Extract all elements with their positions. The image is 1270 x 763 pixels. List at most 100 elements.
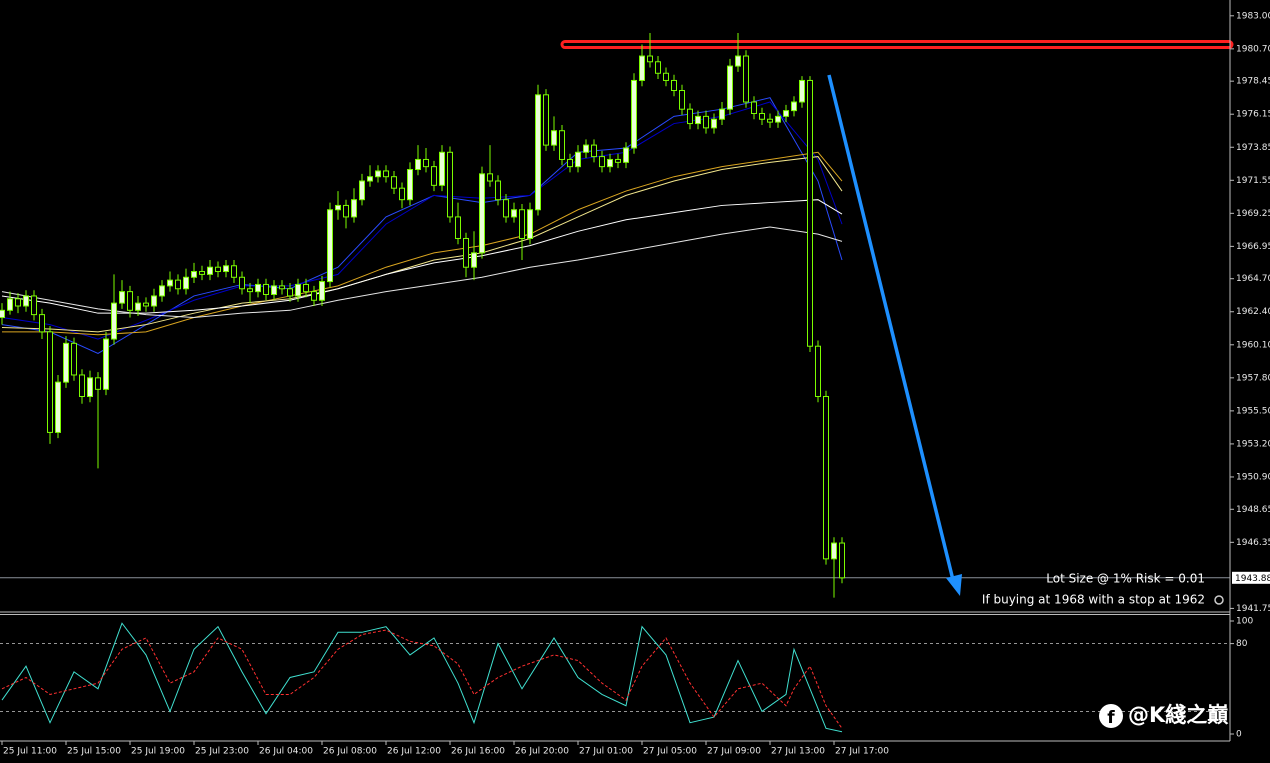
candle-body [543,94,549,146]
x-tick-label: 26 Jul 08:00 [323,747,377,757]
candle-body [559,130,565,160]
candle-body [79,374,85,398]
moving-average [2,151,843,336]
candle-body [423,158,429,168]
candle-body [343,204,349,218]
candle-body [823,396,829,560]
y-tick-label: 1955.50 [1236,406,1270,416]
candle-body [815,345,821,398]
candle-body [167,279,173,287]
y-tick-label: 1957.80 [1236,373,1270,383]
risk-note: If buying at 1968 with a stop at 1962 [982,593,1205,607]
candle-body [663,72,669,81]
x-tick-label: 25 Jul 23:00 [195,747,249,757]
stoch-line [1,622,843,733]
candle-body [103,338,109,390]
candle-body [7,298,13,311]
candle-body [575,151,581,168]
stoch-tick-label: 0 [1236,730,1242,740]
candle-body [287,288,293,297]
candle-body [727,65,733,110]
candle-body [191,271,197,278]
candle-body [615,158,621,163]
resistance-line [560,40,1234,50]
candle-body [215,266,221,273]
candle-body [687,108,693,125]
candle-body [55,381,61,433]
candle-body [119,291,125,304]
candle-body [263,283,269,296]
y-tick-label: 1948.65 [1236,505,1270,515]
x-tick-label: 25 Jul 15:00 [67,747,121,757]
candle-body [95,377,101,390]
candle-body [519,209,525,239]
x-tick-label: 25 Jul 19:00 [131,747,185,757]
candle-body [551,130,557,146]
trend-arrow [827,74,955,581]
candle-body [183,276,189,290]
current-price-label: 1943.88 [1235,574,1270,584]
candle-body [143,302,149,307]
candle-body [607,158,613,168]
candle-body [655,61,661,74]
candle-body [511,209,517,218]
candle-body [487,173,493,182]
candle-body [415,158,421,171]
candle-body [447,151,453,218]
candle-body [775,115,781,123]
x-tick-label: 27 Jul 13:00 [771,747,825,757]
stoch-line [1,629,843,729]
x-tick-label: 27 Jul 01:00 [579,747,633,757]
candle-body [367,176,373,182]
current-price-box [1232,571,1270,584]
y-tick-label: 1953.20 [1236,439,1270,449]
candle-body [751,101,757,114]
facebook-icon [1099,704,1123,728]
candle-body [495,180,501,201]
candle-body [783,110,789,117]
candle-body [47,331,53,433]
y-tick-label: 1941.75 [1236,604,1270,614]
candle-body [535,94,541,211]
overlay-layer [827,74,962,596]
candle-body [127,291,133,311]
candle-body [639,55,645,81]
candle-body [407,169,413,201]
info-icon [1214,595,1224,605]
candle-body [695,115,701,125]
y-tick-label: 1960.10 [1236,340,1270,350]
candle-body [791,101,797,112]
candle-body [303,283,309,293]
candle-body [471,252,477,268]
candle-body [455,216,461,239]
x-tick-label: 25 Jul 11:00 [3,747,57,757]
x-tick-label: 26 Jul 20:00 [515,747,569,757]
candle-body [503,199,509,218]
candle-body [479,173,485,254]
moving-average [1,156,843,333]
candle-body [799,79,805,103]
x-tick-label: 26 Jul 16:00 [451,747,505,757]
y-tick-label: 1973.85 [1236,143,1270,153]
candle-body [591,144,597,158]
candle-body [527,209,533,239]
candle-body [247,288,253,293]
candle-body [703,115,709,129]
y-tick-label: 1966.95 [1236,242,1270,252]
candle-body [831,542,837,560]
x-tick-label: 27 Jul 09:00 [707,747,761,757]
candle-body [679,90,685,110]
lot-size-note: Lot Size @ 1% Risk = 0.01 [1046,572,1205,586]
candle-body [335,204,341,211]
y-tick-label: 1971.55 [1236,176,1270,186]
candle-body [711,118,717,129]
candle-body [767,118,773,123]
candle-body [319,281,325,301]
y-tick-label: 1978.45 [1236,77,1270,87]
x-tick-label: 27 Jul 05:00 [643,747,697,757]
candle-body [719,108,725,120]
stoch-tick-label: 100 [1236,617,1253,627]
candle-body [63,342,69,383]
candle-body [807,79,813,347]
candle-body [327,209,333,283]
